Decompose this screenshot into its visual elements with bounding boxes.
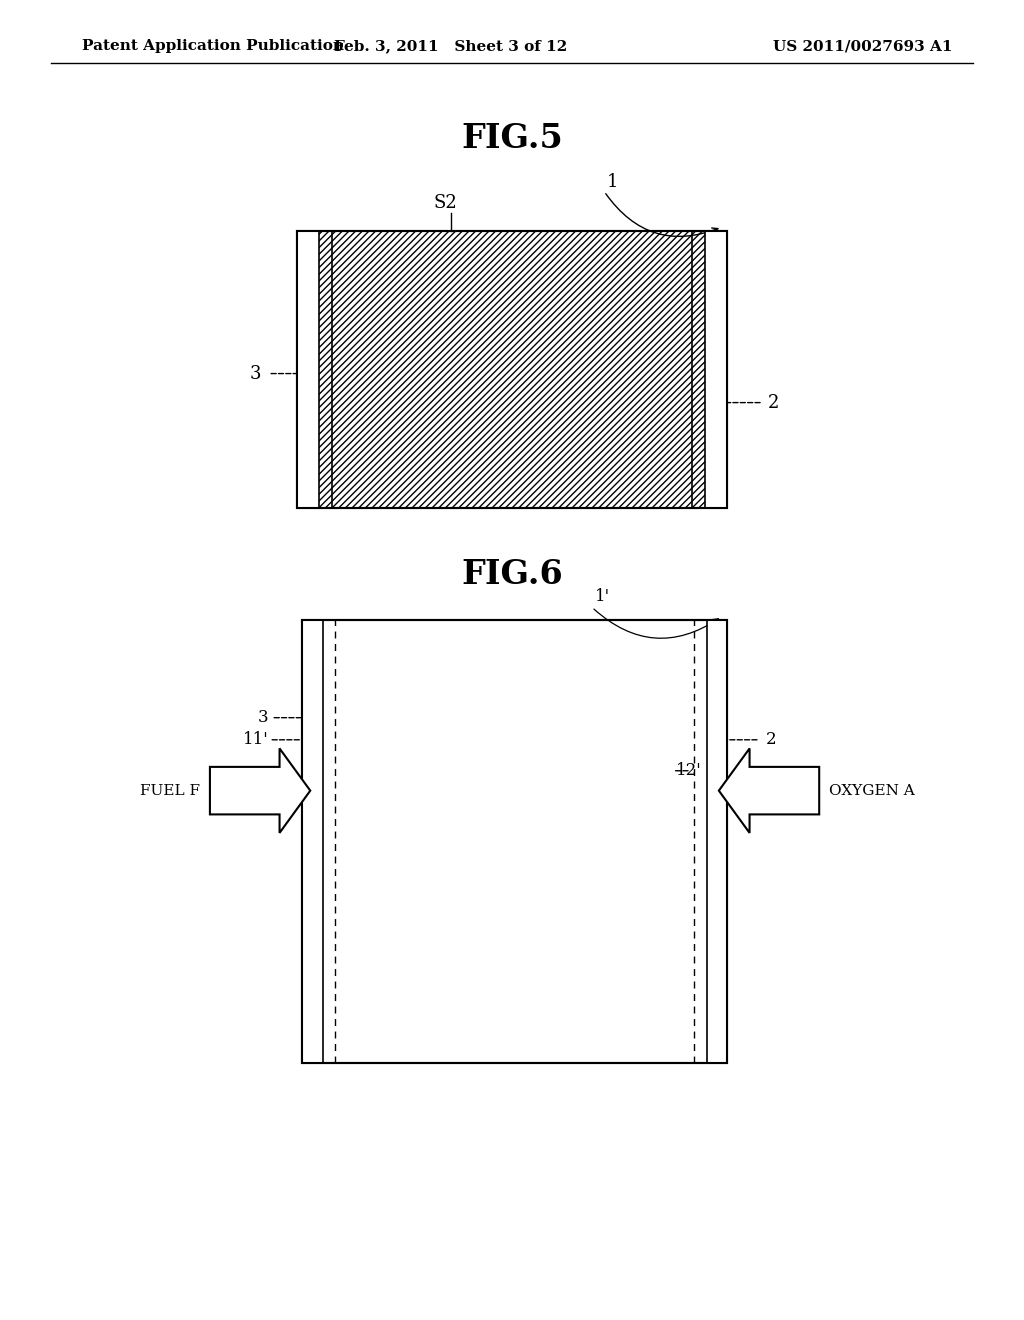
Text: US 2011/0027693 A1: US 2011/0027693 A1 [773,40,952,53]
Text: FUEL F: FUEL F [139,784,200,797]
Text: S2: S2 [433,194,458,213]
Bar [297,231,727,508]
Text: 2: 2 [766,731,776,748]
Text: Patent Application Publication: Patent Application Publication [82,40,344,53]
Bar [297,231,727,508]
FancyArrow shape [719,748,819,833]
Bar [302,620,323,1063]
Text: 2: 2 [768,393,779,412]
Text: Feb. 3, 2011   Sheet 3 of 12: Feb. 3, 2011 Sheet 3 of 12 [334,40,567,53]
Bar [302,620,727,1063]
Text: FIG.6: FIG.6 [461,557,563,591]
Text: 3: 3 [250,364,261,383]
Text: 1: 1 [606,173,618,191]
Text: 3: 3 [258,709,268,726]
Text: OXYGEN A: OXYGEN A [829,784,915,797]
Bar [302,620,727,1063]
Text: 12': 12' [676,762,701,779]
Text: 1': 1' [595,589,609,605]
Bar [707,620,727,1063]
Bar [297,231,319,508]
FancyArrow shape [210,748,310,833]
Bar [705,231,727,508]
Text: FIG.5: FIG.5 [461,121,563,154]
Bar [319,231,705,508]
Text: 11': 11' [243,731,268,748]
